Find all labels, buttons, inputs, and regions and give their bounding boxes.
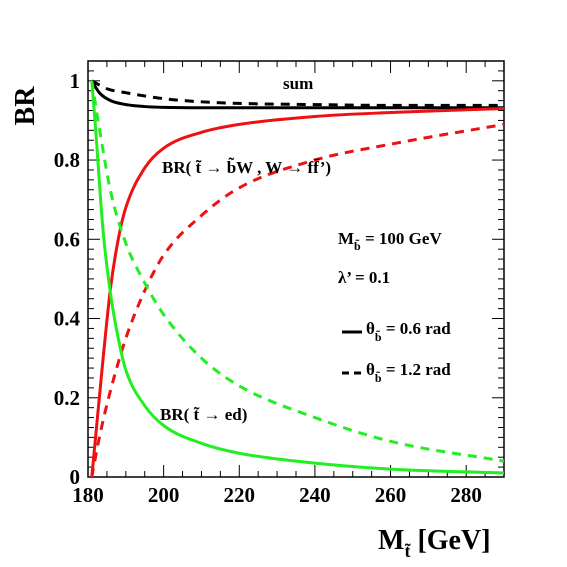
x-tick-label: 280 [450,483,482,507]
x-tick-label: 200 [148,483,180,507]
series-group [90,79,505,478]
x-tick-label: 180 [72,483,104,507]
x-axis-label: Mt̃ [GeV] [378,525,491,561]
x-tick-labels: 180 200 220 240 260 280 [72,483,482,507]
annotation-br-bw: BR( t̃ → b̃W , W → ff̄’) [162,157,331,177]
y-tick-label: 1 [70,69,81,93]
legend-solid-label: θb̃ = 0.6 rad [366,319,451,344]
tick-marks [87,60,505,478]
x-tick-label: 240 [299,483,331,507]
x-tick-label: 260 [375,483,407,507]
x-tick-label: 220 [224,483,256,507]
y-tick-label: 0.6 [54,227,80,251]
annotation-lambda: λ’ = 0.1 [338,268,390,287]
y-tick-label: 0 [70,465,81,489]
series-line-0 [90,80,504,110]
y-tick-labels: 0 0.2 0.4 0.6 0.8 1 [54,69,81,489]
y-tick-label: 0.8 [54,148,80,172]
y-tick-label: 0.4 [54,307,81,331]
series-line-3 [90,122,505,478]
y-tick-label: 0.2 [54,386,80,410]
annotation-br-ed: BR( t̃ → ed) [160,405,247,424]
legend-dashed-label: θb̃ = 1.2 rad [366,360,451,385]
series-line-4 [90,80,505,475]
series-line-5 [90,80,505,463]
series-line-1 [91,79,504,107]
y-axis-label: BR [10,86,41,126]
annotation-sbottom-mass: Mb̃ = 100 GeV [338,229,442,253]
annotation-sum: sum [283,74,313,93]
series-line-2 [90,107,505,478]
